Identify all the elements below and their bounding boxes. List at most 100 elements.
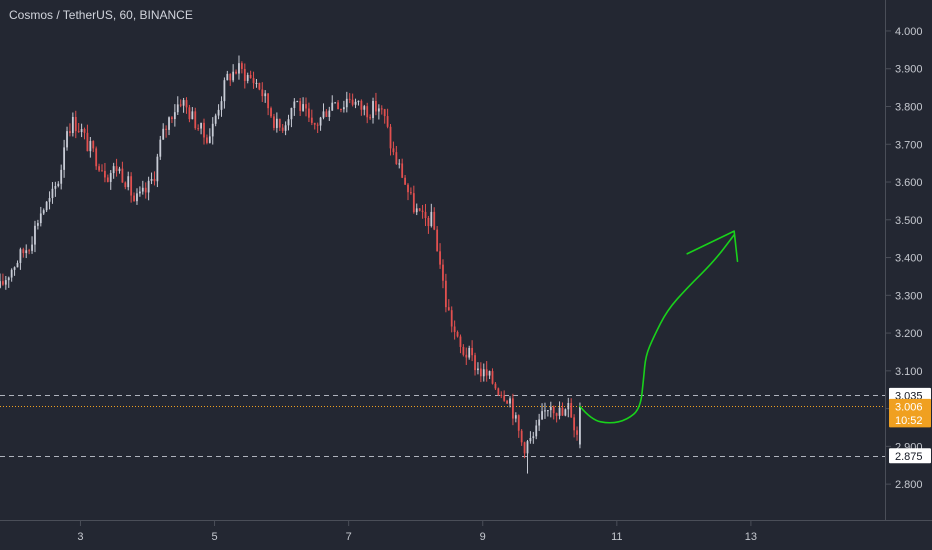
candle[interactable] — [573, 414, 576, 438]
candle[interactable] — [273, 113, 275, 131]
candle[interactable] — [299, 97, 302, 117]
candle[interactable] — [83, 127, 86, 140]
candle[interactable] — [281, 123, 284, 133]
candle[interactable] — [567, 397, 570, 418]
candle[interactable] — [71, 112, 74, 137]
candle[interactable] — [34, 220, 36, 253]
candle[interactable] — [517, 414, 520, 438]
time-axis[interactable]: 3 5 7 9 11 13 — [77, 521, 757, 543]
candle[interactable] — [494, 382, 497, 390]
projection-arrow-line[interactable] — [579, 234, 735, 424]
candle[interactable] — [421, 204, 424, 219]
candle[interactable] — [69, 123, 71, 137]
candle[interactable] — [482, 363, 485, 382]
candle[interactable] — [36, 219, 39, 230]
candle[interactable] — [555, 412, 558, 423]
candle[interactable] — [112, 162, 115, 179]
candle[interactable] — [249, 70, 252, 79]
candle[interactable] — [165, 125, 168, 138]
candle[interactable] — [185, 97, 188, 114]
candle[interactable] — [340, 108, 342, 113]
candle[interactable] — [106, 174, 109, 183]
candle[interactable] — [48, 191, 51, 210]
candle[interactable] — [194, 107, 197, 130]
candle[interactable] — [549, 401, 552, 418]
candle[interactable] — [54, 181, 57, 197]
candle[interactable] — [197, 124, 200, 131]
candle[interactable] — [331, 95, 334, 111]
candle[interactable] — [223, 77, 226, 109]
candle[interactable] — [465, 347, 468, 365]
candle[interactable] — [570, 398, 573, 418]
candle[interactable] — [509, 396, 511, 408]
candle[interactable] — [456, 330, 459, 338]
candle[interactable] — [471, 340, 474, 362]
candle[interactable] — [427, 215, 430, 234]
candle[interactable] — [2, 273, 4, 286]
candle[interactable] — [558, 401, 561, 420]
candle[interactable] — [514, 412, 517, 423]
candle[interactable] — [325, 109, 328, 118]
candle[interactable] — [80, 123, 83, 138]
candle[interactable] — [118, 166, 121, 174]
candle[interactable] — [369, 114, 372, 120]
candle[interactable] — [474, 352, 476, 376]
candle[interactable] — [380, 105, 383, 115]
candle[interactable] — [477, 362, 479, 375]
candle[interactable] — [354, 98, 357, 109]
candle[interactable] — [200, 122, 202, 135]
candle[interactable] — [395, 145, 398, 165]
candle[interactable] — [386, 108, 389, 129]
candle[interactable] — [4, 275, 7, 290]
candle[interactable] — [150, 172, 153, 185]
candle[interactable] — [252, 71, 255, 89]
candle[interactable] — [302, 97, 304, 112]
candle[interactable] — [342, 100, 345, 113]
candle[interactable] — [305, 97, 307, 117]
candle[interactable] — [316, 122, 319, 134]
candle[interactable] — [203, 118, 205, 145]
candle[interactable] — [130, 172, 133, 203]
candle[interactable] — [439, 243, 441, 269]
candle[interactable] — [372, 97, 374, 124]
candle[interactable] — [243, 63, 246, 89]
candle[interactable] — [211, 117, 214, 145]
candle[interactable] — [401, 158, 404, 179]
candle[interactable] — [42, 208, 45, 216]
candle[interactable] — [383, 108, 386, 124]
candle[interactable] — [459, 334, 462, 354]
candle[interactable] — [208, 128, 211, 144]
candle[interactable] — [168, 116, 170, 136]
candle[interactable] — [115, 158, 118, 177]
candle[interactable] — [366, 102, 369, 124]
candle[interactable] — [13, 266, 16, 276]
candle[interactable] — [319, 116, 322, 131]
candle[interactable] — [500, 391, 503, 399]
candle[interactable] — [246, 72, 249, 84]
candle[interactable] — [124, 181, 127, 190]
drawing-layer[interactable] — [579, 230, 739, 424]
candle[interactable] — [345, 91, 348, 113]
candle[interactable] — [89, 136, 92, 158]
candle[interactable] — [258, 82, 261, 91]
candle[interactable] — [278, 118, 281, 132]
candle[interactable] — [334, 102, 337, 104]
candle[interactable] — [546, 410, 549, 417]
candle[interactable] — [290, 107, 293, 128]
candle[interactable] — [392, 141, 395, 156]
candle[interactable] — [491, 368, 494, 385]
candle[interactable] — [133, 192, 135, 202]
candle[interactable] — [95, 146, 98, 170]
candle[interactable] — [404, 174, 406, 185]
candle[interactable] — [98, 163, 100, 172]
candle[interactable] — [485, 361, 488, 382]
candle[interactable] — [287, 114, 290, 131]
projection-arrow-head[interactable] — [686, 230, 739, 263]
candle[interactable] — [39, 206, 42, 227]
candle[interactable] — [232, 64, 235, 83]
candle[interactable] — [141, 180, 144, 195]
candle[interactable] — [156, 153, 159, 188]
candle[interactable] — [579, 402, 581, 449]
candle[interactable] — [74, 110, 77, 139]
candle[interactable] — [153, 171, 156, 186]
